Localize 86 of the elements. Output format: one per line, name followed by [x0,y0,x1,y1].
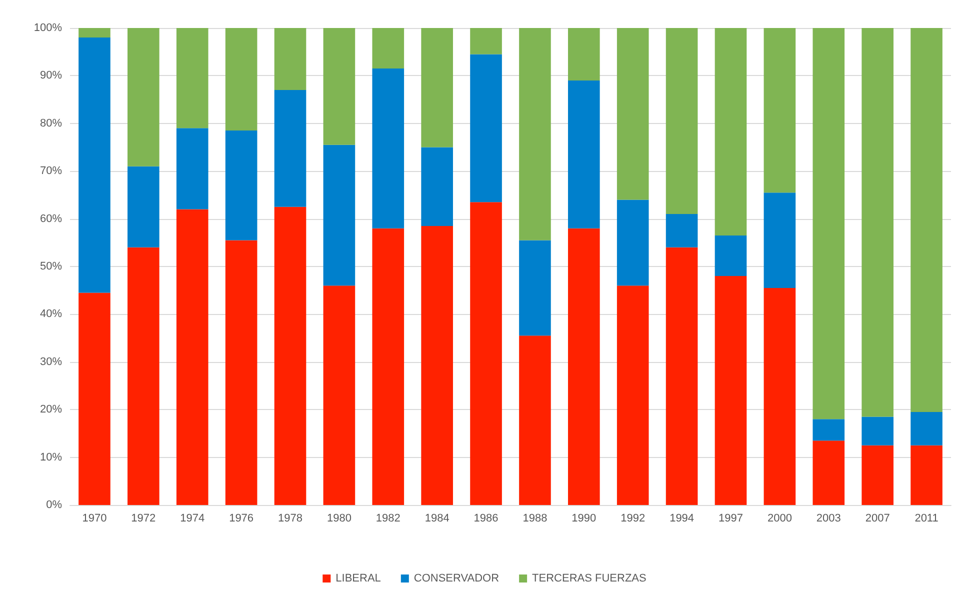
bar [666,28,698,214]
x-tick-label: 1978 [278,512,302,524]
bar [862,416,894,446]
y-tick-label: 40% [40,308,62,320]
bar [372,28,404,69]
bar [274,28,306,90]
bar [714,28,747,236]
x-tick-label: 1972 [131,512,156,524]
y-tick-label: 60% [40,212,62,225]
bar [225,28,258,131]
y-tick-label: 10% [40,451,62,464]
bar [764,192,796,288]
bar [519,336,551,505]
bar [519,28,551,240]
x-tick-label: 1994 [670,512,694,524]
x-tick-label: 1997 [718,512,743,524]
x-tick-label: 2003 [816,512,841,524]
bar [78,38,110,293]
bar [78,292,110,505]
x-tick-label: 1970 [82,512,107,524]
bar [714,235,747,276]
bar [128,166,160,248]
bar [421,147,453,226]
bar [470,28,502,54]
x-tick-label: 1984 [424,512,450,524]
bar [862,28,894,417]
bar [812,28,845,420]
bar [128,247,160,505]
bar [372,68,404,228]
y-tick-label: 50% [40,260,62,272]
bar [616,286,649,505]
bar [470,202,502,505]
x-tick-label: 1976 [229,512,254,524]
bar [568,80,600,228]
bar [225,240,258,505]
bar [323,286,356,505]
bar [78,28,110,38]
x-tick-label: 2011 [914,512,938,524]
bar [519,240,551,336]
bar [812,440,845,505]
x-tick-label: 1990 [572,512,596,524]
bar [128,28,160,166]
x-tick-label: 2000 [767,512,792,524]
bar [274,206,306,505]
y-tick-label: 30% [40,356,62,368]
bar [176,209,208,505]
x-tick-label: 2007 [865,512,890,524]
bar [666,247,698,505]
bar [666,214,698,248]
y-tick-label: 80% [40,117,62,130]
bar [421,226,453,505]
x-tick-label: 1974 [180,512,205,524]
bar [176,128,208,210]
bar [862,445,894,505]
bar [910,28,942,412]
bar [568,28,600,80]
bar [323,28,356,145]
bar [568,228,600,505]
legend-label: CONSERVADOR [414,572,500,584]
bar [274,90,306,207]
bar [225,130,258,240]
y-tick-label: 100% [34,22,62,34]
x-tick-label: 1982 [376,512,400,524]
bar [764,288,796,505]
bar [176,28,208,128]
legend-label: LIBERAL [336,572,381,584]
bar [764,28,796,193]
bar [812,419,845,441]
y-tick-label: 0% [46,499,62,511]
bar [421,28,453,148]
y-tick-label: 20% [40,404,62,416]
x-tick-label: 1988 [522,512,548,524]
bar [323,144,356,286]
bar [616,200,649,286]
bar [616,28,649,200]
x-tick-label: 1992 [620,512,646,524]
bar [910,412,942,446]
x-tick-label: 1980 [326,512,352,524]
legend-label: TERCERAS FUERZAS [532,572,646,584]
bar [714,276,747,505]
bar [470,54,502,202]
bar [910,445,942,505]
x-tick-label: 1986 [474,512,498,524]
bar [372,228,404,505]
y-tick-label: 90% [40,70,62,82]
y-tick-label: 70% [40,165,62,178]
